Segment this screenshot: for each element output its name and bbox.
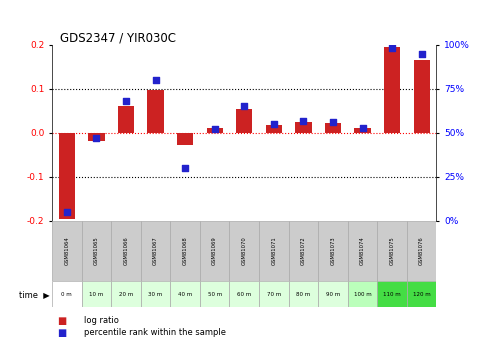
Point	[241, 104, 248, 109]
Point	[270, 121, 278, 127]
Bar	[88, 133, 105, 141]
Text: GSM81072: GSM81072	[301, 237, 306, 265]
Point	[329, 119, 337, 125]
Text: percentile rank within the sample: percentile rank within the sample	[84, 328, 226, 337]
Text: GSM81066: GSM81066	[124, 237, 128, 265]
Bar	[377, 221, 407, 281]
Text: 100 m: 100 m	[354, 292, 372, 297]
Point	[63, 209, 71, 215]
Bar	[348, 221, 377, 281]
Text: ■: ■	[57, 316, 66, 326]
Text: 30 m: 30 m	[148, 292, 163, 297]
Bar	[230, 221, 259, 281]
Point	[211, 127, 219, 132]
Text: ■: ■	[57, 328, 66, 338]
Bar	[82, 281, 111, 307]
Text: 60 m: 60 m	[237, 292, 251, 297]
Text: GSM81070: GSM81070	[242, 237, 247, 265]
Point	[359, 125, 367, 130]
Bar	[407, 281, 436, 307]
Text: GSM81069: GSM81069	[212, 237, 217, 265]
Text: GSM81065: GSM81065	[94, 237, 99, 265]
Text: 40 m: 40 m	[178, 292, 192, 297]
Bar	[289, 221, 318, 281]
Bar	[111, 221, 141, 281]
Bar	[384, 47, 400, 133]
Text: GSM81064: GSM81064	[64, 237, 69, 265]
Bar	[200, 221, 230, 281]
Point	[418, 51, 426, 57]
Point	[181, 165, 189, 171]
Bar	[170, 281, 200, 307]
Text: log ratio: log ratio	[84, 316, 119, 325]
Text: GSM81075: GSM81075	[390, 237, 395, 265]
Bar	[59, 133, 75, 219]
Text: 20 m: 20 m	[119, 292, 133, 297]
Bar	[230, 281, 259, 307]
Text: 90 m: 90 m	[326, 292, 340, 297]
Bar	[318, 281, 348, 307]
Text: 80 m: 80 m	[296, 292, 310, 297]
Bar	[259, 221, 289, 281]
Bar	[259, 281, 289, 307]
Bar	[111, 281, 141, 307]
Bar	[318, 221, 348, 281]
Bar	[82, 221, 111, 281]
Bar	[118, 106, 134, 133]
Bar	[377, 281, 407, 307]
Bar	[177, 133, 193, 145]
Point	[152, 77, 160, 83]
Text: GSM81073: GSM81073	[330, 237, 335, 265]
Bar	[414, 60, 430, 133]
Bar	[170, 221, 200, 281]
Text: GSM81071: GSM81071	[271, 237, 276, 265]
Text: 70 m: 70 m	[267, 292, 281, 297]
Text: GSM81076: GSM81076	[419, 237, 424, 265]
Bar	[295, 122, 311, 133]
Point	[300, 118, 308, 123]
Bar	[407, 221, 436, 281]
Bar	[147, 90, 164, 133]
Point	[388, 46, 396, 51]
Bar	[52, 281, 82, 307]
Bar	[289, 281, 318, 307]
Text: 110 m: 110 m	[383, 292, 401, 297]
Bar	[200, 281, 230, 307]
Bar	[348, 281, 377, 307]
Text: GSM81074: GSM81074	[360, 237, 365, 265]
Text: GSM81067: GSM81067	[153, 237, 158, 265]
Text: 50 m: 50 m	[208, 292, 222, 297]
Bar	[325, 123, 341, 133]
Text: GSM81068: GSM81068	[183, 237, 187, 265]
Text: time  ▶: time ▶	[19, 289, 50, 299]
Bar	[236, 109, 252, 133]
Bar	[206, 128, 223, 133]
Text: GDS2347 / YIR030C: GDS2347 / YIR030C	[60, 32, 176, 45]
Bar	[266, 125, 282, 133]
Text: 0 m: 0 m	[62, 292, 72, 297]
Point	[122, 98, 130, 104]
Bar	[52, 221, 82, 281]
Point	[92, 135, 100, 141]
Bar	[141, 281, 170, 307]
Bar	[355, 128, 371, 133]
Bar	[141, 221, 170, 281]
Text: 10 m: 10 m	[89, 292, 104, 297]
Text: 120 m: 120 m	[413, 292, 431, 297]
